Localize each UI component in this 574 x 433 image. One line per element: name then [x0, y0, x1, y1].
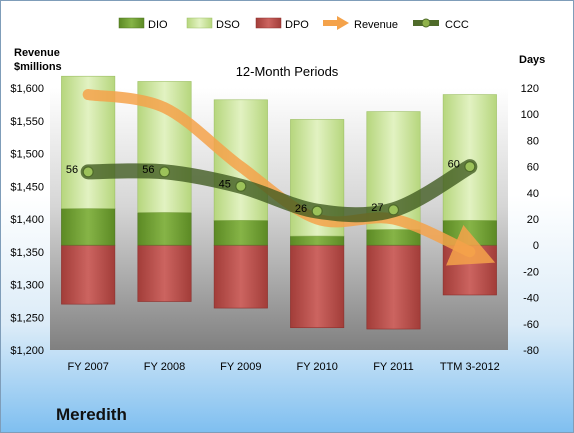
legend-label-revenue: Revenue [354, 19, 398, 31]
right-tick-label: 80 [527, 135, 539, 147]
right-tick-label: 40 [527, 188, 539, 200]
legend-swatch-ccc [413, 18, 439, 28]
ccc-point [235, 180, 247, 192]
right-tick-label: 100 [521, 109, 539, 121]
ccc-point [464, 161, 476, 173]
bar-dpo [290, 244, 345, 329]
bar-dpo [366, 244, 421, 330]
left-tick-label: $1,400 [10, 214, 44, 226]
bar-dpo [213, 244, 268, 309]
bar-dio [213, 220, 268, 246]
legend-swatch-dpo [255, 17, 282, 29]
ccc-data-label: 26 [295, 203, 307, 215]
right-axis-ticks: -80 -60 -40 -20 0 20 40 60 80 100 120 [521, 83, 539, 357]
right-tick-label: 0 [533, 240, 539, 252]
left-axis-title-line2: $millions [14, 61, 62, 73]
legend-label-ccc: CCC [445, 19, 469, 31]
ccc-data-label: 56 [66, 164, 78, 176]
right-tick-label: -20 [523, 266, 539, 278]
bar-dio [137, 212, 192, 246]
left-axis-title-line1: Revenue [14, 47, 60, 59]
legend: DIO DSO DPO Revenue CCC [118, 16, 469, 31]
category-label: FY 2007 [67, 361, 108, 373]
right-tick-label: 20 [527, 214, 539, 226]
bar-dio [366, 229, 421, 246]
legend-label-dso: DSO [216, 19, 240, 31]
right-tick-label: -80 [523, 345, 539, 357]
ccc-data-label: 45 [219, 178, 231, 190]
legend-label-dio: DIO [148, 19, 168, 31]
legend-swatch-revenue [323, 16, 349, 30]
category-label: TTM 3-2012 [440, 361, 500, 373]
left-tick-label: $1,250 [10, 312, 44, 324]
left-tick-label: $1,350 [10, 247, 44, 259]
left-tick-label: $1,600 [10, 83, 44, 95]
bar-dso [442, 94, 497, 221]
ccc-data-label: 60 [448, 159, 460, 171]
ccc-data-label: 56 [142, 164, 154, 176]
category-label: FY 2010 [296, 361, 337, 373]
ccc-data-label: 27 [371, 202, 383, 214]
bar-dio [290, 235, 345, 246]
right-axis-title: Days [519, 54, 545, 66]
legend-label-dpo: DPO [285, 19, 309, 31]
category-label: FY 2008 [144, 361, 185, 373]
left-axis-ticks: $1,200 $1,250 $1,300 $1,350 $1,400 $1,450 $1,5… [10, 83, 44, 357]
right-tick-label: -60 [523, 319, 539, 331]
bar-dpo [137, 244, 192, 302]
left-tick-label: $1,300 [10, 280, 44, 292]
left-tick-label: $1,500 [10, 149, 44, 161]
left-tick-label: $1,550 [10, 116, 44, 128]
right-tick-label: -40 [523, 293, 539, 305]
ccc-series: 56 56 45 26 27 60 [66, 159, 478, 223]
chart-subtitle: 12-Month Periods [236, 64, 339, 79]
bars [61, 75, 497, 330]
legend-swatch-dso [186, 17, 213, 29]
plot-area [50, 88, 508, 350]
legend-swatch-dio [118, 17, 145, 29]
company-name: Meredith [56, 405, 127, 424]
bar-dpo [61, 244, 116, 305]
category-labels: FY 2007 FY 2008 FY 2009 FY 2010 FY 2011 TTM 3… [67, 361, 499, 373]
left-tick-label: $1,200 [10, 345, 44, 357]
left-tick-label: $1,450 [10, 181, 44, 193]
category-label: FY 2011 [373, 361, 414, 373]
ccc-point [82, 166, 94, 178]
ccc-point [158, 166, 171, 178]
category-label: FY 2009 [220, 361, 261, 373]
ccc-point [311, 205, 323, 217]
ccc-point [387, 204, 400, 216]
right-tick-label: 120 [521, 83, 539, 95]
bar-dio [61, 208, 116, 246]
right-tick-label: 60 [527, 162, 539, 174]
